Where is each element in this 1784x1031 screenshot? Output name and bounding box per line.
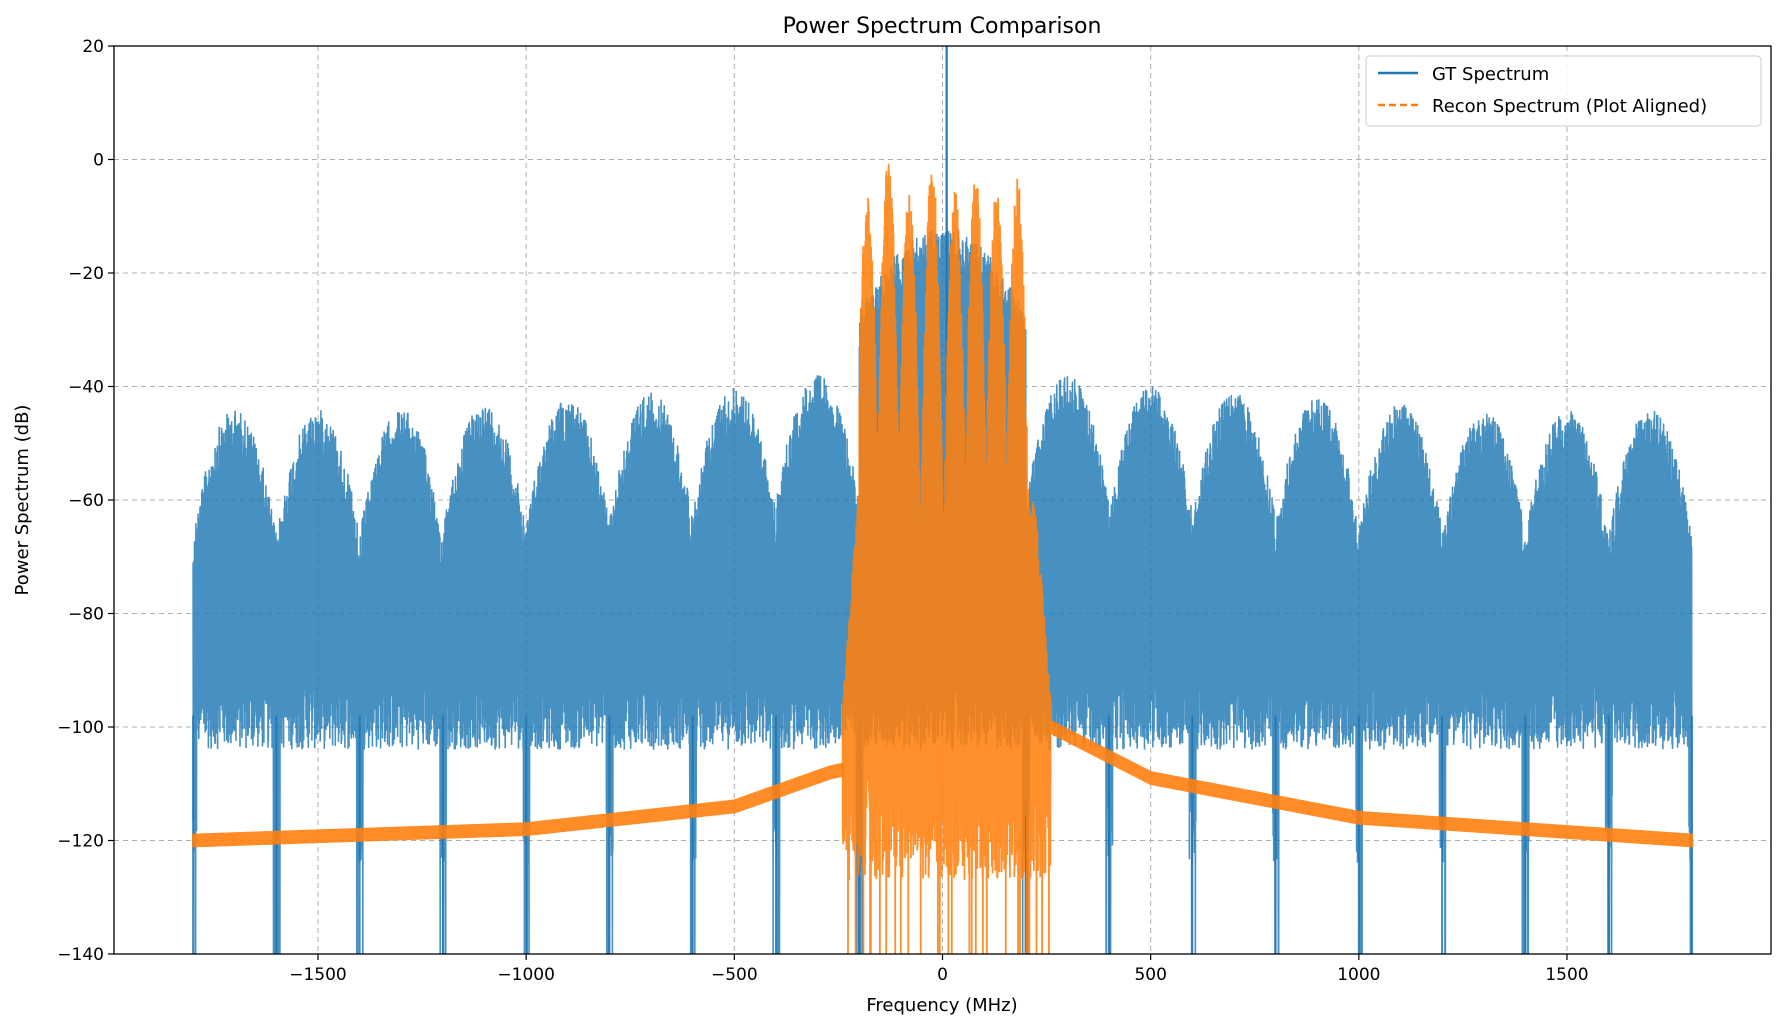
recon-floor-line (191, 720, 1694, 848)
legend-label-recon: Recon Spectrum (Plot Aligned) (1432, 96, 1707, 117)
x-tick-label: 0 (937, 965, 948, 985)
y-tick-label: −140 (57, 945, 104, 965)
y-tick-label: 0 (93, 151, 104, 171)
x-tick-label: −500 (711, 965, 758, 985)
series-layer (191, 46, 1694, 954)
y-tick-label: 20 (82, 37, 104, 57)
y-tick-label: −60 (68, 491, 104, 511)
x-axis-ticks: −1500 −1000 −500 0 500 1000 1500 (289, 954, 1589, 985)
recon-inband-line (841, 163, 1052, 954)
legend: GT Spectrum Recon Spectrum (Plot Aligned… (1365, 55, 1762, 127)
y-axis-ticks: 20 0 −20 −40 −60 −80 −100 −120 −140 (57, 37, 114, 965)
x-tick-label: −1000 (497, 965, 555, 985)
x-tick-label: 500 (1134, 965, 1166, 985)
x-axis-label: Frequency (MHz) (866, 995, 1017, 1016)
legend-box (1365, 55, 1762, 127)
x-tick-label: −1500 (289, 965, 347, 985)
y-tick-label: −80 (68, 605, 104, 625)
chart-title: Power Spectrum Comparison (783, 14, 1102, 39)
y-tick-label: −100 (57, 718, 104, 738)
y-tick-label: −120 (57, 832, 104, 852)
y-tick-label: −40 (68, 378, 104, 398)
x-tick-label: 1500 (1545, 965, 1588, 985)
x-tick-label: 1000 (1337, 965, 1380, 985)
y-tick-label: −20 (68, 264, 104, 284)
y-axis-label: Power Spectrum (dB) (12, 405, 33, 596)
legend-label-gt: GT Spectrum (1432, 64, 1549, 85)
